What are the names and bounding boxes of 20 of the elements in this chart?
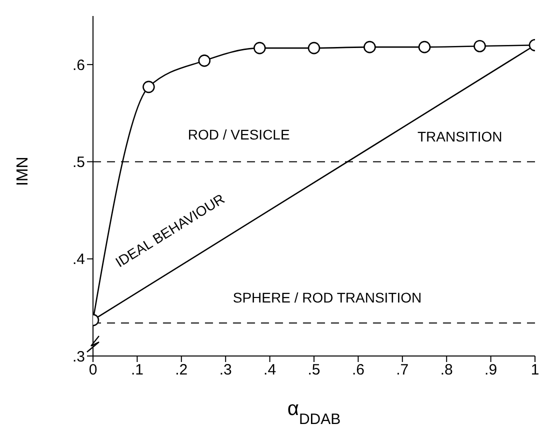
y-tick-label: .4 bbox=[72, 251, 85, 268]
annotation: TRANSITION bbox=[417, 128, 502, 144]
x-axis-title: α$_{DDAB}$ bbox=[287, 398, 341, 427]
x-tick-label: .7 bbox=[396, 362, 409, 379]
x-tick-label: .9 bbox=[484, 362, 498, 379]
x-tick-label: .8 bbox=[440, 362, 453, 379]
x-tick-label: .5 bbox=[308, 362, 320, 379]
x-tick-label: .4 bbox=[264, 362, 276, 379]
x-tick-label: .6 bbox=[352, 362, 364, 379]
x-tick-label: .2 bbox=[175, 362, 188, 379]
annotation: SPHERE / ROD TRANSITION bbox=[232, 290, 422, 306]
y-tick-label: .5 bbox=[72, 154, 85, 172]
x-tick-label: 0 bbox=[88, 362, 98, 379]
y-tick-label: .3 bbox=[72, 348, 85, 366]
x-tick-label: 1 bbox=[530, 362, 540, 379]
x-tick-label: .1 bbox=[130, 362, 144, 379]
y-tick-label: .6 bbox=[72, 56, 85, 74]
annotation: ROD / VESICLE bbox=[188, 126, 290, 142]
y-axis-title: IMN bbox=[14, 156, 32, 186]
x-tick-label: .3 bbox=[219, 362, 232, 379]
